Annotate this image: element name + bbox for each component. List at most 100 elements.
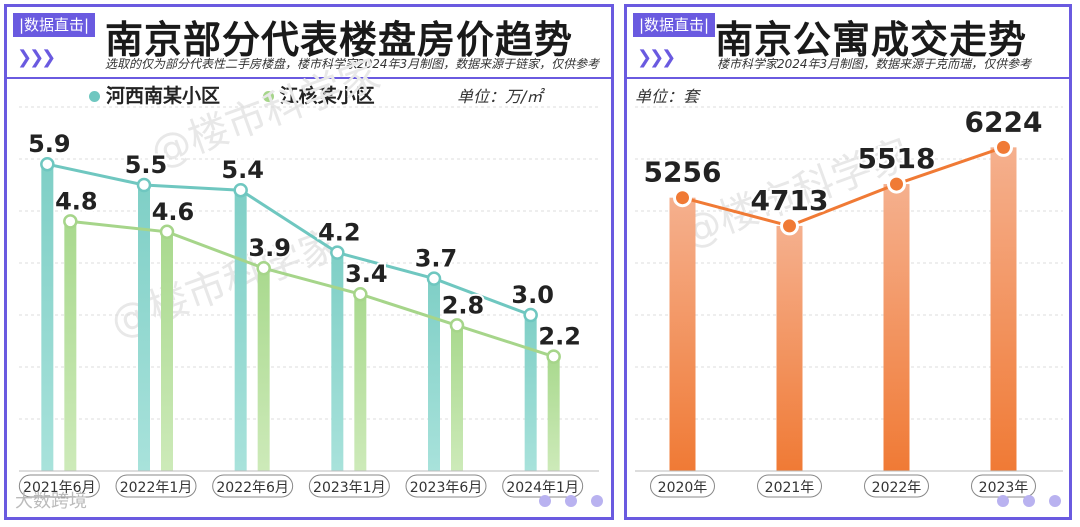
bar-apartment [776, 225, 803, 471]
bar-hexi [234, 190, 247, 471]
data-label-jianghe: 3.4 [345, 260, 388, 288]
line-apartment [682, 145, 1004, 228]
line-jianghe [70, 219, 555, 359]
page-dot-icon [1023, 495, 1035, 507]
point-apartment [887, 174, 906, 194]
right-unit: 单位：套 [635, 87, 700, 106]
left-header: |数据直击| ❯❯❯ 南京部分代表楼盘房价趋势 选取的仅为部分代表性二手房楼盘，… [7, 7, 611, 79]
bar-hexi [331, 252, 344, 471]
x-tick-pill [405, 474, 487, 498]
left-subtitle: 选取的仅为部分代表性二手房楼盘，楼市科学家2024年3月制图，数据来源于链家，仅… [105, 57, 600, 71]
data-label-apartment: 6224 [965, 105, 1043, 138]
point-apartment [994, 137, 1013, 157]
data-label-hexi: 5.4 [221, 156, 264, 184]
left-chart-svg: @楼市科学家@楼市科学家5.94.85.54.65.43.94.23.43.72… [18, 51, 599, 498]
x-tick-pill [864, 474, 929, 498]
point-jianghe [353, 286, 368, 302]
x-tick-label: 2022年1月 [120, 480, 193, 496]
right-header: |数据直击| ❯❯❯ 南京公寓成交走势 楼市科学家2024年3月制图，数据来源于… [627, 7, 1069, 79]
bar-hexi [524, 315, 537, 471]
bar-hexi [138, 185, 150, 471]
right-chart-panel: |数据直击| ❯❯❯ 南京公寓成交走势 楼市科学家2024年3月制图，数据来源于… [624, 4, 1072, 520]
x-tick-pill [18, 474, 100, 498]
x-tick-pill [650, 474, 715, 498]
point-hexi [330, 245, 345, 260]
point-jianghe [63, 214, 78, 229]
x-tick-pill [212, 474, 294, 498]
footer-logo: 大数跨境 [15, 491, 87, 512]
point-hexi [233, 182, 248, 198]
right-tag: |数据直击| [633, 13, 716, 37]
right-title: 南京公寓成交走势 [715, 18, 1028, 62]
left-tag: |数据直击| [13, 13, 96, 37]
bar-hexi [428, 278, 440, 471]
legend-label-jianghe: 江核某小区 [279, 85, 375, 107]
bar-jianghe [257, 268, 270, 471]
point-jianghe [546, 349, 561, 364]
left-legend: 河西南某小区 江核某小区 [89, 81, 411, 108]
bar-apartment [990, 147, 1017, 472]
data-label-hexi: 5.9 [28, 130, 71, 158]
point-jianghe [449, 318, 465, 333]
right-page-dots [983, 492, 1061, 511]
bar-jianghe [451, 325, 463, 471]
bar-jianghe [161, 231, 173, 471]
point-hexi [426, 271, 442, 286]
data-label-jianghe: 4.8 [55, 187, 98, 215]
point-apartment [673, 188, 692, 208]
data-label-apartment: 5518 [858, 142, 936, 175]
legend-dot-icon [89, 91, 100, 102]
page-dot-icon [1049, 495, 1061, 507]
left-watermark: @楼市科学家 [145, 51, 386, 176]
bar-jianghe [354, 294, 367, 471]
data-label-jianghe: 3.9 [248, 234, 291, 262]
data-label-hexi: 4.2 [318, 219, 361, 247]
bar-apartment [669, 197, 696, 472]
legend-label-hexi: 河西南某小区 [106, 85, 221, 107]
x-tick-label: 2023年6月 [410, 480, 483, 496]
data-label-jianghe: 2.8 [442, 291, 485, 319]
bar-jianghe [547, 356, 560, 471]
x-tick-label: 2021年 [765, 480, 815, 496]
bar-hexi [41, 164, 54, 471]
point-jianghe [159, 224, 175, 240]
x-tick-label: 2020年 [658, 480, 708, 496]
data-label-apartment: 5256 [644, 156, 722, 189]
point-apartment [780, 216, 799, 236]
bar-jianghe [64, 221, 77, 471]
point-hexi [523, 307, 538, 323]
point-jianghe [256, 260, 271, 276]
x-tick-label: 2024年1月 [506, 480, 579, 496]
left-title: 南京部分代表楼盘房价趋势 [105, 18, 574, 62]
page-dot-icon [539, 495, 551, 507]
data-label-hexi: 5.5 [125, 151, 168, 179]
legend-item-jianghe: 江核某小区 [262, 81, 375, 108]
data-label-apartment: 4713 [751, 184, 829, 217]
left-unit: 单位：万/㎡ [457, 87, 543, 106]
x-tick-pill [115, 474, 197, 498]
data-label-hexi: 3.7 [415, 245, 458, 273]
x-tick-label: 2021年6月 [23, 480, 96, 496]
line-hexi [47, 162, 532, 317]
x-tick-pill [308, 474, 390, 498]
x-tick-label: 2023年1月 [313, 480, 386, 496]
right-subtitle: 楼市科学家2024年3月制图，数据来源于克而瑞，仅供参考 [717, 57, 1032, 71]
point-hexi [136, 177, 152, 193]
x-tick-label: 2023年 [979, 480, 1029, 496]
x-tick-pill [757, 474, 822, 498]
data-label-hexi: 3.0 [511, 281, 554, 309]
bar-apartment [883, 184, 910, 471]
legend-item-hexi: 河西南某小区 [89, 81, 220, 108]
left-page-dots [525, 492, 603, 511]
data-label-jianghe: 2.2 [538, 323, 581, 351]
data-label-jianghe: 4.6 [152, 198, 195, 226]
x-tick-label: 2022年 [872, 480, 922, 496]
left-chart-panel: |数据直击| ❯❯❯ 南京部分代表楼盘房价趋势 选取的仅为部分代表性二手房楼盘，… [4, 4, 614, 520]
right-chevron-icon: ❯❯❯ [637, 47, 676, 68]
page-dot-icon [591, 495, 603, 507]
legend-dot-icon [262, 91, 274, 102]
x-tick-label: 2022年6月 [216, 480, 289, 496]
point-hexi [40, 156, 55, 172]
page-dot-icon [565, 495, 577, 507]
